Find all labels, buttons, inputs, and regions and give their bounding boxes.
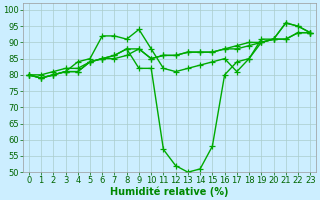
X-axis label: Humidité relative (%): Humidité relative (%) bbox=[110, 186, 229, 197]
